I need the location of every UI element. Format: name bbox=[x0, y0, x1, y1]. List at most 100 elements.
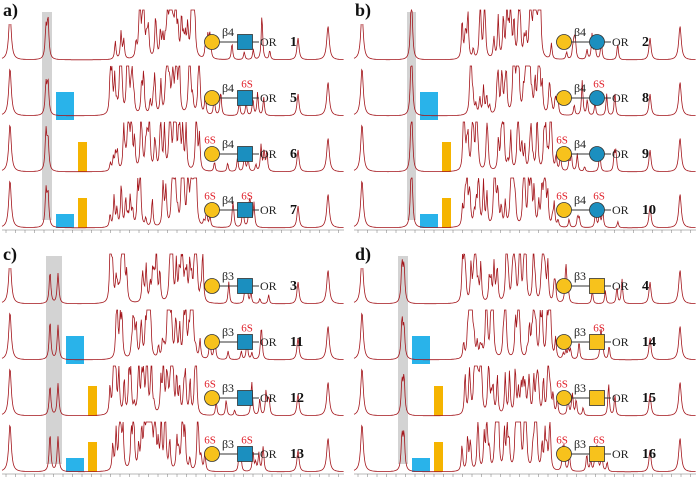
spectrum bbox=[1, 253, 344, 305]
linkage: β4 bbox=[574, 137, 586, 151]
compound-number: 14 bbox=[642, 335, 656, 350]
sulfate: 6S bbox=[204, 135, 216, 147]
highlight-gray bbox=[398, 256, 408, 464]
compound-number: 10 bbox=[642, 203, 656, 218]
sulfate: 6S bbox=[593, 435, 605, 447]
highlight-blue bbox=[56, 92, 74, 120]
reducing-sugar bbox=[237, 446, 253, 462]
compound-number: 15 bbox=[642, 391, 656, 406]
reducing-sugar bbox=[237, 90, 253, 106]
linkage: β4 bbox=[574, 81, 586, 95]
reducing-sugar bbox=[237, 278, 253, 294]
panel: β3 OR 3 β3 6S OR 11 β3 6S OR 12 β3 6S 6S OR 13 c) bbox=[0, 244, 346, 484]
galactose bbox=[556, 146, 572, 162]
panel-label: b) bbox=[355, 0, 371, 21]
highlight-gray bbox=[407, 12, 416, 220]
linkage: β3 bbox=[222, 437, 234, 451]
galactose bbox=[204, 278, 220, 294]
spectrum bbox=[353, 253, 696, 305]
highlight-blue bbox=[412, 458, 430, 472]
reducing-sugar bbox=[589, 90, 605, 106]
highlight-blue bbox=[420, 92, 438, 120]
linkage: β3 bbox=[222, 325, 234, 339]
reducing-sugar bbox=[589, 334, 605, 350]
sulfate: 6S bbox=[204, 435, 216, 447]
galactose bbox=[556, 90, 572, 106]
spectrum bbox=[1, 121, 344, 173]
sulfate: 6S bbox=[241, 323, 253, 335]
galactose bbox=[556, 278, 572, 294]
aglycone: OR bbox=[612, 91, 629, 105]
compound-number: 1 bbox=[290, 35, 297, 50]
highlight-blue bbox=[66, 336, 84, 364]
highlight-gray bbox=[46, 256, 62, 464]
sulfate: 6S bbox=[204, 191, 216, 203]
galactose bbox=[204, 90, 220, 106]
linkage: β4 bbox=[222, 25, 234, 39]
spectrum bbox=[353, 65, 696, 117]
compound-number: 7 bbox=[290, 203, 297, 218]
sulfate: 6S bbox=[593, 79, 605, 91]
sulfate: 6S bbox=[241, 79, 253, 91]
galactose bbox=[204, 446, 220, 462]
spectrum bbox=[1, 9, 344, 61]
linkage: β3 bbox=[574, 325, 586, 339]
panel: β4 OR 1 β4 6S OR 5 β4 6S OR 6 β4 6S 6S OR 7 a) bbox=[0, 0, 346, 240]
galactose bbox=[204, 334, 220, 350]
reducing-sugar bbox=[589, 34, 605, 50]
highlight-gray bbox=[42, 12, 52, 220]
aglycone: OR bbox=[260, 91, 277, 105]
aglycone: OR bbox=[612, 279, 629, 293]
panel: β3 OR 4 β3 6S OR 14 β3 6S OR 15 β3 6S 6S OR 16 d) bbox=[352, 244, 698, 484]
reducing-sugar bbox=[589, 278, 605, 294]
linkage: β4 bbox=[222, 193, 234, 207]
compound-number: 11 bbox=[290, 335, 303, 350]
linkage: β3 bbox=[222, 269, 234, 283]
compound-number: 2 bbox=[642, 35, 649, 50]
reducing-sugar bbox=[589, 446, 605, 462]
highlight-orange bbox=[78, 198, 87, 228]
label-bg bbox=[0, 0, 30, 24]
galactose bbox=[556, 34, 572, 50]
highlight-orange bbox=[442, 198, 451, 228]
linkage: β3 bbox=[574, 437, 586, 451]
aglycone: OR bbox=[260, 203, 277, 217]
galactose bbox=[556, 334, 572, 350]
compound-number: 16 bbox=[642, 447, 656, 462]
reducing-sugar bbox=[589, 390, 605, 406]
aglycone: OR bbox=[260, 147, 277, 161]
reducing-sugar bbox=[589, 146, 605, 162]
compound-number: 6 bbox=[290, 147, 297, 162]
spectrum bbox=[353, 120, 696, 173]
linkage: β3 bbox=[574, 381, 586, 395]
aglycone: OR bbox=[260, 279, 277, 293]
label-bg bbox=[0, 244, 30, 268]
aglycone: OR bbox=[260, 35, 277, 49]
highlight-blue bbox=[56, 214, 74, 228]
galactose bbox=[204, 390, 220, 406]
aglycone: OR bbox=[612, 447, 629, 461]
highlight-orange bbox=[434, 386, 443, 416]
highlight-orange bbox=[88, 442, 97, 472]
aglycone: OR bbox=[260, 391, 277, 405]
panel-label: a) bbox=[3, 0, 18, 21]
spectrum bbox=[353, 8, 696, 61]
highlight-orange bbox=[442, 142, 451, 172]
panel-bg bbox=[352, 244, 698, 484]
reducing-sugar bbox=[237, 34, 253, 50]
spectrum bbox=[1, 309, 344, 361]
linkage: β4 bbox=[574, 193, 586, 207]
linkage: β4 bbox=[222, 81, 234, 95]
compound-number: 9 bbox=[642, 147, 649, 162]
reducing-sugar bbox=[237, 146, 253, 162]
galactose bbox=[204, 202, 220, 218]
spectrum bbox=[1, 65, 344, 117]
linkage: β4 bbox=[222, 137, 234, 151]
galactose bbox=[556, 446, 572, 462]
label-bg bbox=[352, 244, 382, 268]
highlight-blue bbox=[420, 214, 438, 228]
compound-number: 8 bbox=[642, 91, 649, 106]
linkage: β4 bbox=[574, 25, 586, 39]
reducing-sugar bbox=[237, 390, 253, 406]
